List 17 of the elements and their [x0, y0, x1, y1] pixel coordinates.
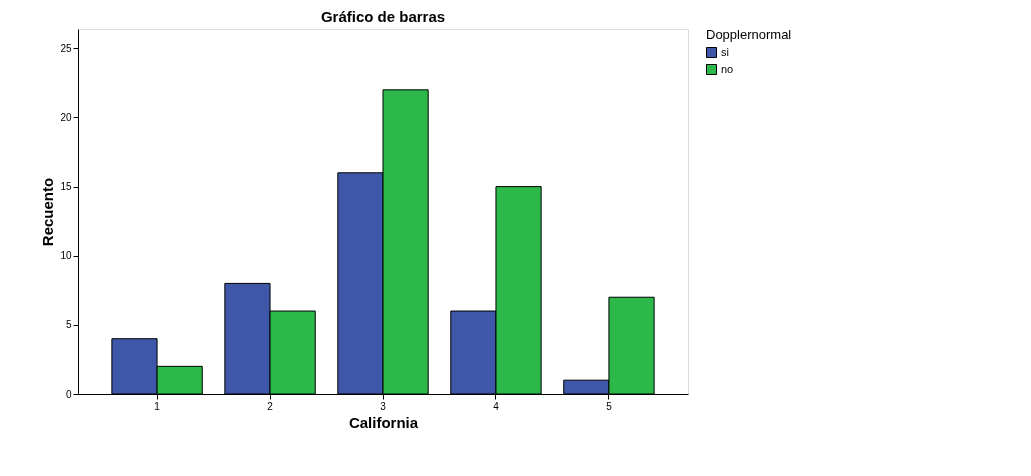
- chart-title: Gráfico de barras: [320, 8, 446, 25]
- y-tick-label: 15: [60, 181, 72, 193]
- y-tick-label: 5: [65, 319, 72, 331]
- y-tick-label: 20: [60, 111, 72, 123]
- y-tick-label: 0: [65, 388, 72, 400]
- y-tick-label: 10: [60, 250, 72, 262]
- legend-label: si: [721, 45, 729, 58]
- x-tick-label: 2: [267, 400, 274, 412]
- x-tick-label: 1: [154, 400, 161, 412]
- y-tick-label: 25: [60, 42, 72, 54]
- x-axis-title: California: [348, 413, 419, 431]
- x-tick-label: 3: [380, 400, 387, 412]
- legend-title: Dopplernormal: [706, 27, 792, 42]
- y-axis-title: Recuento: [39, 177, 57, 247]
- x-tick-label: 5: [606, 400, 613, 412]
- x-tick-label: 4: [493, 400, 500, 412]
- legend-label: no: [721, 62, 734, 75]
